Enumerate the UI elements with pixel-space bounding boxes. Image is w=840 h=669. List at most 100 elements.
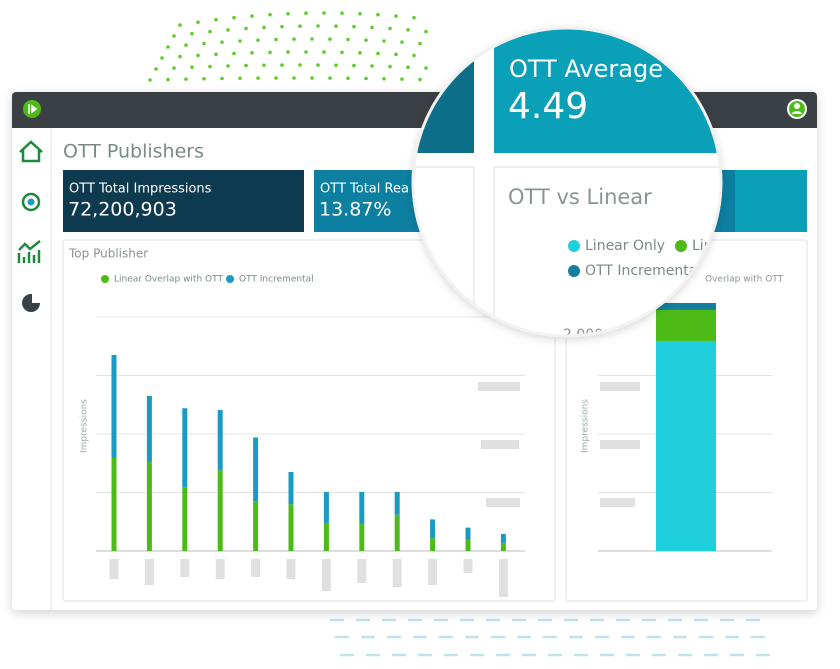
bar-segment [430, 538, 436, 551]
decor-dot [268, 50, 272, 55]
decor-dot [370, 25, 374, 30]
legend-text: OTT Incremental [239, 275, 314, 285]
y-axis-label: Impressions [80, 399, 90, 453]
decor-dot [196, 20, 200, 24]
decor-dot [388, 26, 392, 31]
decor-dot [400, 77, 404, 81]
logo-mark [28, 104, 38, 114]
legend-marker [568, 240, 580, 252]
card-label: OTT Total Rea [320, 182, 409, 197]
decor-dot [274, 37, 278, 42]
card-label: OTT Average [509, 55, 663, 83]
decor-dot [280, 63, 284, 67]
decor-dot [400, 40, 404, 44]
card-value: 13.87% [319, 199, 391, 221]
decor-dot [238, 39, 242, 43]
label-placeholder [392, 559, 402, 587]
pie-slice [32, 294, 41, 303]
bar-segment [288, 504, 294, 551]
bar-segment [253, 437, 259, 502]
bar-segment [500, 534, 506, 543]
card-value: 4.49 [508, 86, 588, 127]
decor-dot [322, 11, 326, 15]
bar-segment [146, 462, 152, 551]
chart-icon[interactable] [17, 240, 41, 263]
decor-dot [340, 11, 344, 15]
bar-segment [656, 302, 716, 310]
decor-dot [346, 37, 350, 42]
decor-dot [364, 38, 368, 42]
decor-dot [172, 34, 176, 38]
decor-dot [202, 76, 206, 81]
bar-segment [323, 522, 329, 551]
decor-dot [322, 50, 326, 54]
bar-segment [288, 472, 294, 505]
label-placeholder [600, 498, 635, 507]
label-placeholder [321, 559, 331, 591]
decor-dot [424, 66, 428, 70]
decor-dot [244, 63, 248, 68]
decor-dot [292, 76, 296, 80]
legend-marker [101, 275, 109, 283]
decor-dot [310, 37, 314, 41]
bar-segment [394, 514, 400, 551]
decor-dot [394, 52, 398, 57]
bar-segment [323, 491, 329, 523]
label-placeholder [600, 440, 640, 449]
decor-dot [226, 64, 230, 68]
label-placeholder [478, 382, 520, 391]
decor-dot [280, 24, 284, 29]
home-icon[interactable] [19, 140, 43, 163]
decor-dot [304, 11, 308, 15]
card [63, 170, 304, 232]
decor-dot [292, 37, 296, 41]
legend-text: OTT Incremental [585, 263, 701, 279]
decor-dot [256, 76, 260, 80]
bar-segment [465, 539, 471, 551]
decor-dot [298, 24, 302, 28]
label-placeholder [251, 559, 261, 577]
decor-dot [346, 76, 350, 81]
decor-dot [316, 24, 320, 28]
bar-segment [656, 309, 716, 341]
decor-dot [232, 51, 236, 56]
user-head [794, 103, 800, 109]
decor-dot [328, 76, 332, 80]
decor-dot [148, 78, 152, 82]
decor-dot [340, 50, 344, 55]
label-placeholder [357, 559, 367, 583]
label-placeholder [428, 559, 438, 585]
decor-dot [304, 50, 308, 54]
bar-segment [394, 491, 400, 515]
chart-title: Top Publisher [68, 247, 148, 261]
label-placeholder [481, 440, 519, 449]
decor-dot [244, 26, 248, 31]
decor-dot [166, 77, 170, 82]
decor-dot [220, 76, 224, 81]
label-placeholder [144, 559, 154, 585]
bar-segment [465, 527, 471, 540]
bar-segment [430, 519, 436, 539]
bar-segment [146, 395, 152, 463]
label-placeholder [109, 559, 119, 579]
decor-dot [250, 51, 254, 55]
decor-dot [214, 52, 218, 57]
decor-dot [166, 45, 170, 49]
legend-text: Linear Overlap with OTT [114, 275, 223, 285]
bar-segment [359, 524, 365, 551]
decor-dot [256, 38, 260, 42]
decor-dot [262, 63, 266, 68]
bar-segment [182, 408, 188, 488]
decor-dot [178, 54, 182, 59]
decor-dot [178, 23, 182, 27]
decor-dot [232, 15, 236, 20]
legend-text: Overlap with OTT [705, 275, 784, 285]
decor-dot [298, 63, 302, 67]
decor-dot [214, 17, 218, 22]
bar-segment [253, 501, 259, 551]
card [735, 170, 807, 232]
bar-segment [359, 491, 365, 525]
decor-dot [268, 12, 272, 17]
target-icon[interactable] [21, 192, 41, 212]
panel-title: OTT vs Linear [508, 185, 652, 209]
